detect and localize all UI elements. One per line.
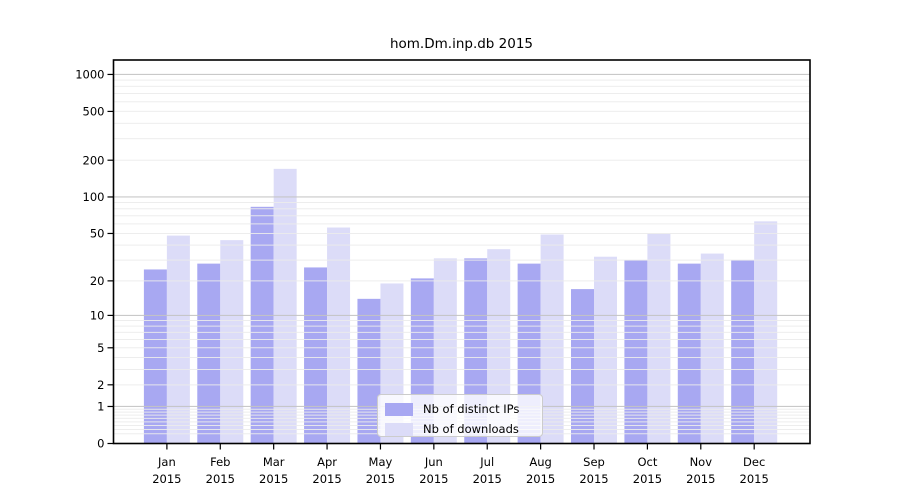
x-tick-label-oct: Oct 2015 — [633, 455, 662, 486]
bar-apr-ips — [304, 267, 328, 444]
legend-swatch-distinct-ips — [385, 402, 413, 416]
bar-apr-downloads — [327, 227, 351, 444]
bar-may-ips — [357, 298, 381, 444]
x-tick-label-jul: Jul 2015 — [473, 455, 502, 486]
bar-mar-ips — [250, 206, 274, 444]
bar-oct-ips — [624, 260, 648, 444]
bar-sep-ips — [571, 289, 595, 444]
bar-dec-ips — [731, 260, 755, 444]
legend-swatch-downloads — [385, 422, 413, 436]
x-tick-label-sep: Sep 2015 — [579, 455, 608, 486]
x-tick-label-jun: Jun 2015 — [419, 455, 448, 486]
y-tick-label: 20 — [90, 274, 105, 288]
bar-feb-downloads — [220, 240, 244, 444]
legend-label-distinct-ips: Nb of distinct IPs — [423, 402, 520, 416]
bar-jan-ips — [143, 269, 167, 444]
y-tick-label: 10 — [90, 309, 105, 323]
x-tick-label-feb: Feb 2015 — [206, 455, 235, 486]
x-tick-label-dec: Dec 2015 — [740, 455, 769, 486]
axes-spines — [112, 59, 811, 445]
bar-feb-ips — [197, 263, 221, 444]
bar-sep-downloads — [594, 256, 618, 444]
legend-label-downloads: Nb of downloads — [423, 422, 519, 436]
legend-item-downloads: Nb of downloads — [385, 419, 542, 439]
bar-nov-downloads — [700, 253, 724, 444]
y-tick-label: 1000 — [75, 68, 104, 82]
bar-oct-downloads — [647, 233, 671, 444]
x-tick-label-may: May 2015 — [366, 455, 395, 486]
y-tick-label: 200 — [83, 153, 105, 167]
y-tick-label: 5 — [97, 341, 104, 355]
x-tick-label-mar: Mar 2015 — [259, 455, 288, 486]
x-tick-label-nov: Nov 2015 — [686, 455, 715, 486]
y-tick-label: 0 — [97, 437, 104, 451]
bar-nov-ips — [677, 263, 701, 444]
x-tick-label-jan: Jan 2015 — [152, 455, 181, 486]
chart-title: hom.Dm.inp.db 2015 — [389, 36, 534, 52]
y-tick-label: 500 — [83, 105, 105, 119]
bar-aug-downloads — [540, 234, 564, 444]
x-tick-label-aug: Aug 2015 — [526, 455, 555, 486]
y-tick-label: 2 — [97, 378, 104, 392]
y-tick-label: 1 — [97, 400, 104, 414]
legend: Nb of distinct IPs Nb of downloads — [377, 394, 543, 437]
x-tick-label-apr: Apr 2015 — [312, 455, 341, 486]
legend-item-distinct-ips: Nb of distinct IPs — [385, 399, 542, 419]
y-tick-label: 100 — [83, 190, 105, 204]
y-tick-label: 50 — [90, 227, 105, 241]
bar-mar-downloads — [273, 168, 297, 444]
